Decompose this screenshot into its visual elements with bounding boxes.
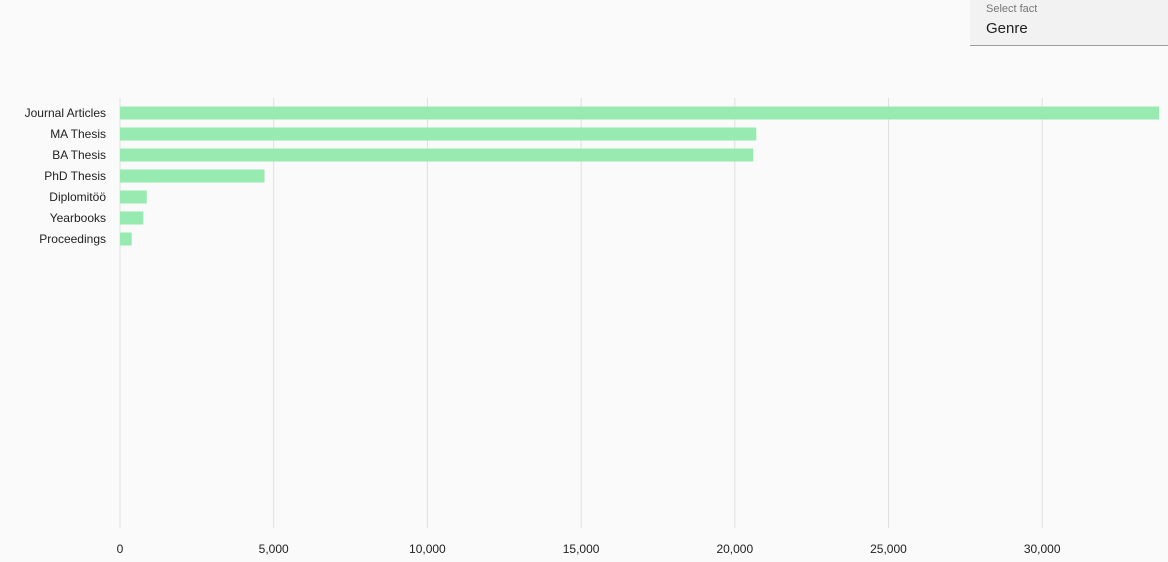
grid-lines — [119, 98, 1043, 528]
bars — [120, 106, 1159, 246]
category-label: Journal Articles — [25, 106, 106, 120]
select-fact-label: Select fact — [986, 3, 1038, 15]
category-label: PhD Thesis — [44, 169, 106, 183]
category-label: BA Thesis — [52, 148, 106, 162]
x-tick-labels: 0 5,000 10,000 15,000 20,000 25,000 30,000 — [117, 542, 1061, 556]
bar[interactable] — [120, 232, 132, 246]
x-tick-label: 0 — [117, 542, 124, 556]
bar[interactable] — [120, 190, 147, 204]
bar[interactable] — [120, 169, 265, 183]
bar[interactable] — [120, 211, 144, 225]
category-label: Diplomitöö — [49, 190, 106, 204]
bar[interactable] — [120, 106, 1159, 120]
x-tick-label: 15,000 — [563, 542, 600, 556]
bar[interactable] — [120, 127, 757, 141]
category-label: Yearbooks — [50, 211, 106, 225]
x-tick-label: 20,000 — [716, 542, 753, 556]
x-tick-label: 5,000 — [259, 542, 289, 556]
x-tick-label: 30,000 — [1024, 542, 1061, 556]
bar[interactable] — [120, 148, 754, 162]
select-fact-dropdown[interactable]: Select fact Genre — [970, 0, 1168, 46]
category-label: Proceedings — [39, 232, 106, 246]
select-fact-value: Genre — [986, 20, 1028, 37]
category-label: MA Thesis — [50, 127, 106, 141]
category-labels: Journal Articles MA Thesis BA Thesis PhD Th… — [25, 106, 107, 246]
x-tick-label: 10,000 — [409, 542, 446, 556]
x-tick-label: 25,000 — [870, 542, 907, 556]
